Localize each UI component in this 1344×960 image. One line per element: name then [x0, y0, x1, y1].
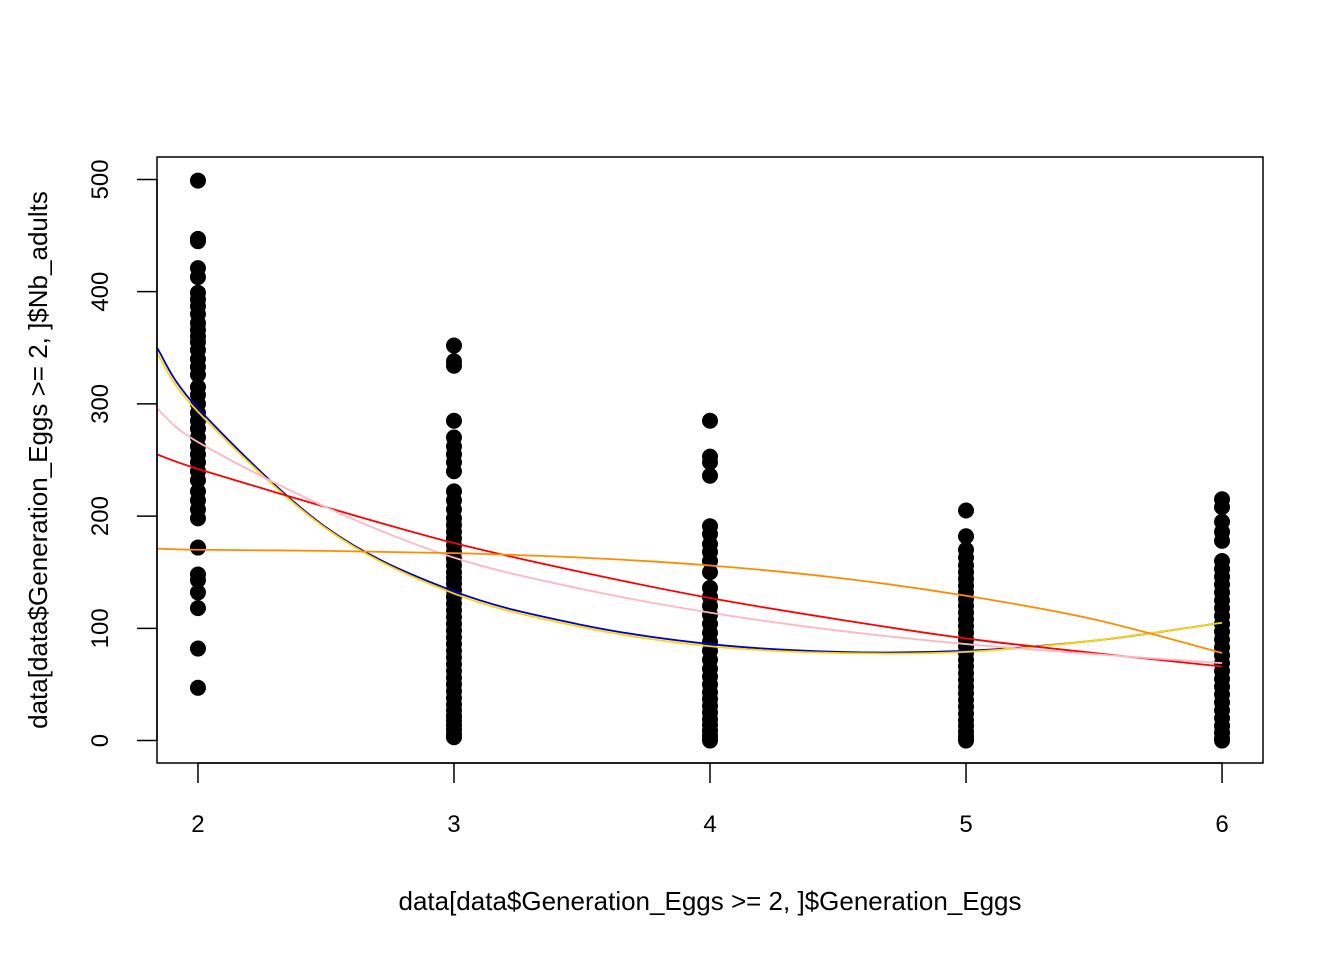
data-point — [189, 572, 206, 589]
data-point — [702, 454, 718, 471]
x-tick-label: 5 — [959, 811, 972, 838]
fit-curve-4 — [156, 407, 1223, 665]
x-axis-title: data[data$Generation_Eggs >= 2, ]$Genera… — [398, 886, 1021, 916]
data-point — [702, 467, 718, 484]
data-point — [702, 732, 718, 749]
x-tick-label: 2 — [191, 811, 204, 838]
data-point — [702, 412, 718, 429]
fit-curve-2 — [156, 352, 1223, 655]
fit-curve-3 — [156, 453, 1223, 668]
data-point — [189, 472, 206, 489]
data-point — [958, 732, 975, 749]
fit-curve-5 — [156, 547, 1223, 654]
data-point — [189, 269, 206, 286]
data-point — [189, 510, 206, 527]
data-point — [445, 463, 462, 480]
y-axis: 0 100 200 300 400 500 — [87, 159, 158, 747]
data-point — [189, 233, 206, 250]
data-point — [1214, 499, 1231, 516]
data-point — [189, 366, 206, 383]
y-axis-title: data[data$Generation_Eggs >= 2, ]$Nb_adu… — [23, 191, 53, 729]
data-point — [189, 172, 206, 189]
data-point — [445, 412, 462, 429]
data-point — [702, 564, 718, 581]
x-tick-label: 4 — [703, 811, 716, 838]
y-tick-label: 200 — [87, 496, 114, 536]
x-tick-label: 3 — [447, 811, 460, 838]
y-tick-label: 300 — [87, 384, 114, 424]
data-point — [1214, 532, 1231, 549]
data-point — [445, 729, 462, 746]
data-point — [445, 357, 462, 374]
data-point — [189, 539, 206, 556]
y-tick-label: 0 — [87, 734, 114, 747]
data-point — [1214, 732, 1231, 749]
data-point — [189, 600, 206, 617]
data-point — [958, 502, 975, 519]
y-tick-label: 400 — [87, 272, 114, 312]
x-axis: 2 3 4 5 6 — [191, 762, 1229, 838]
y-tick-label: 500 — [87, 159, 114, 199]
fitted-curves — [156, 347, 1223, 668]
data-point — [189, 679, 206, 696]
data-point — [445, 337, 462, 354]
data-point — [189, 584, 206, 601]
data-point — [189, 640, 206, 657]
data-point — [958, 528, 975, 545]
y-tick-label: 100 — [87, 608, 114, 648]
x-tick-label: 6 — [1215, 811, 1228, 838]
